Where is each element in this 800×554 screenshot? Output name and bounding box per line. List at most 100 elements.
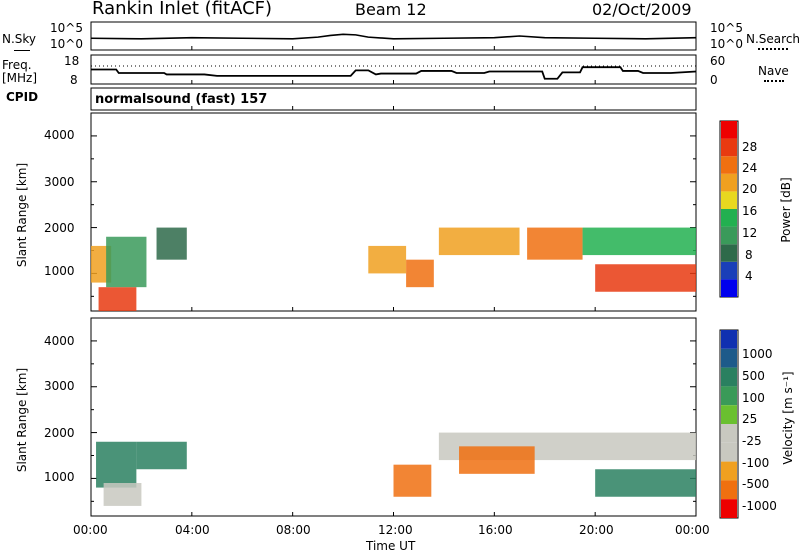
nsky-tick-top: 10^5 (50, 21, 83, 35)
time-tick: 00:00 (675, 523, 710, 537)
velocity-scatter-region (96, 441, 137, 488)
power-cb-tick: 4 (745, 269, 753, 283)
velocity-colorbar-segment (721, 461, 737, 481)
power-ytick: 3000 (44, 175, 75, 189)
velocity-ytick: 4000 (44, 334, 75, 348)
power-colorbar-label: Power [dB] (779, 177, 793, 243)
power-scatter-region (368, 245, 407, 274)
velocity-cb-tick: 25 (742, 412, 758, 426)
velocity-cb-tick: -25 (742, 434, 762, 448)
cpid-label: CPID (6, 90, 39, 104)
power-panel-frame (90, 112, 697, 312)
beam-title: Beam 12 (355, 0, 427, 19)
power-colorbar-segment (721, 279, 737, 297)
velocity-scatter-region (459, 446, 535, 474)
velocity-scatter-region (595, 469, 696, 497)
date-title: 02/Oct/2009 (592, 0, 692, 19)
velocity-cb-tick: -100 (742, 456, 770, 470)
velocity-ytick: 2000 (44, 426, 75, 440)
velocity-colorbar-label: Velocity [m s⁻¹] (781, 371, 795, 465)
freq-panel-frame (90, 54, 697, 85)
time-tick: 08:00 (276, 523, 311, 537)
time-tick: 00:00 (73, 523, 108, 537)
velocity-colorbar-segment (721, 386, 737, 406)
velocity-colorbar-segment (721, 367, 737, 387)
velocity-scatter-region (438, 432, 696, 461)
power-scatter-region (406, 259, 434, 288)
nsky-label: N.Sky (2, 32, 37, 46)
power-scatter-region (98, 287, 137, 311)
power-colorbar-segment (721, 191, 737, 209)
power-cb-tick: 28 (742, 140, 758, 154)
power-scatter-region (527, 227, 583, 260)
nsearch-label: N.Search (746, 32, 800, 46)
velocity-ytick: 1000 (44, 470, 75, 484)
power-ylabel: Slant Range [km] (15, 162, 29, 268)
time-tick: 16:00 (478, 523, 513, 537)
noise-panel-frame (90, 21, 697, 51)
power-colorbar-frame (719, 120, 739, 298)
velocity-colorbar-segment (721, 424, 737, 443)
velocity-scatter-region (136, 441, 187, 470)
nsky-tick-bottom: 10^0 (50, 37, 83, 51)
velocity-ylabel: Slant Range [km] (15, 367, 29, 473)
cpid-program: normalsound (fast) 157 (95, 92, 268, 107)
velocity-scatter-region (103, 483, 142, 506)
power-colorbar-segment (721, 173, 737, 192)
time-tick: 12:00 (378, 523, 413, 537)
power-scatter-region (156, 227, 187, 260)
velocity-colorbar-segment (721, 442, 737, 462)
velocity-cb-tick: 500 (742, 369, 765, 383)
power-cb-tick: 16 (742, 204, 758, 218)
power-colorbar-segment (721, 226, 737, 245)
power-scatter-region (438, 227, 520, 256)
velocity-colorbar-segment (721, 348, 737, 368)
power-colorbar-segment (721, 138, 737, 157)
velocity-colorbar-segment (721, 499, 737, 518)
power-scatter-region (595, 264, 696, 292)
time-tick: 20:00 (579, 523, 614, 537)
velocity-cb-tick: 1000 (742, 347, 773, 361)
velocity-ytick: 3000 (44, 379, 75, 393)
power-colorbar-segment (721, 209, 737, 227)
power-cb-tick: 8 (745, 248, 753, 262)
nsky-legend-line (14, 50, 30, 51)
power-colorbar-segment (721, 244, 737, 262)
power-scatter-region (91, 245, 112, 283)
nave-legend-line (764, 80, 784, 82)
velocity-colorbar-segment (721, 330, 737, 349)
velocity-colorbar-frame (719, 329, 739, 519)
freq-unit-label: [MHz] (2, 71, 38, 85)
station-title: Rankin Inlet (fitACF) (92, 0, 273, 19)
velocity-panel-frame (90, 317, 697, 517)
power-ytick: 2000 (44, 221, 75, 235)
velocity-colorbar-segment (721, 405, 737, 424)
nave-tick-top: 60 (710, 54, 726, 68)
nsearch-legend-line (758, 48, 788, 50)
power-cb-tick: 24 (742, 161, 758, 175)
power-colorbar-segment (721, 121, 737, 139)
power-cb-tick: 20 (742, 182, 758, 196)
power-ytick: 1000 (44, 264, 75, 278)
noise-trace-line (90, 33, 697, 40)
nave-label: Nave (758, 64, 789, 78)
nsearch-tick-top: 10^5 (710, 21, 743, 35)
power-cb-tick: 12 (742, 226, 758, 240)
power-scatter-region (106, 236, 147, 288)
velocity-cb-tick: 100 (742, 391, 765, 405)
power-colorbar-segment (721, 156, 737, 174)
velocity-scatter-region (393, 464, 432, 497)
freq-tick-top: 18 (64, 54, 80, 68)
freq-label: Freq. (2, 58, 32, 72)
time-axis-label: Time UT (366, 539, 416, 553)
velocity-colorbar-segment (721, 480, 737, 500)
time-tick: 04:00 (175, 523, 210, 537)
nsearch-tick-bottom: 10^0 (710, 37, 743, 51)
freq-tick-bottom: 8 (70, 73, 78, 87)
power-ytick: 4000 (44, 128, 75, 142)
power-scatter-region (582, 227, 696, 256)
velocity-cb-tick: -1000 (742, 499, 777, 513)
power-colorbar-segment (721, 261, 737, 280)
